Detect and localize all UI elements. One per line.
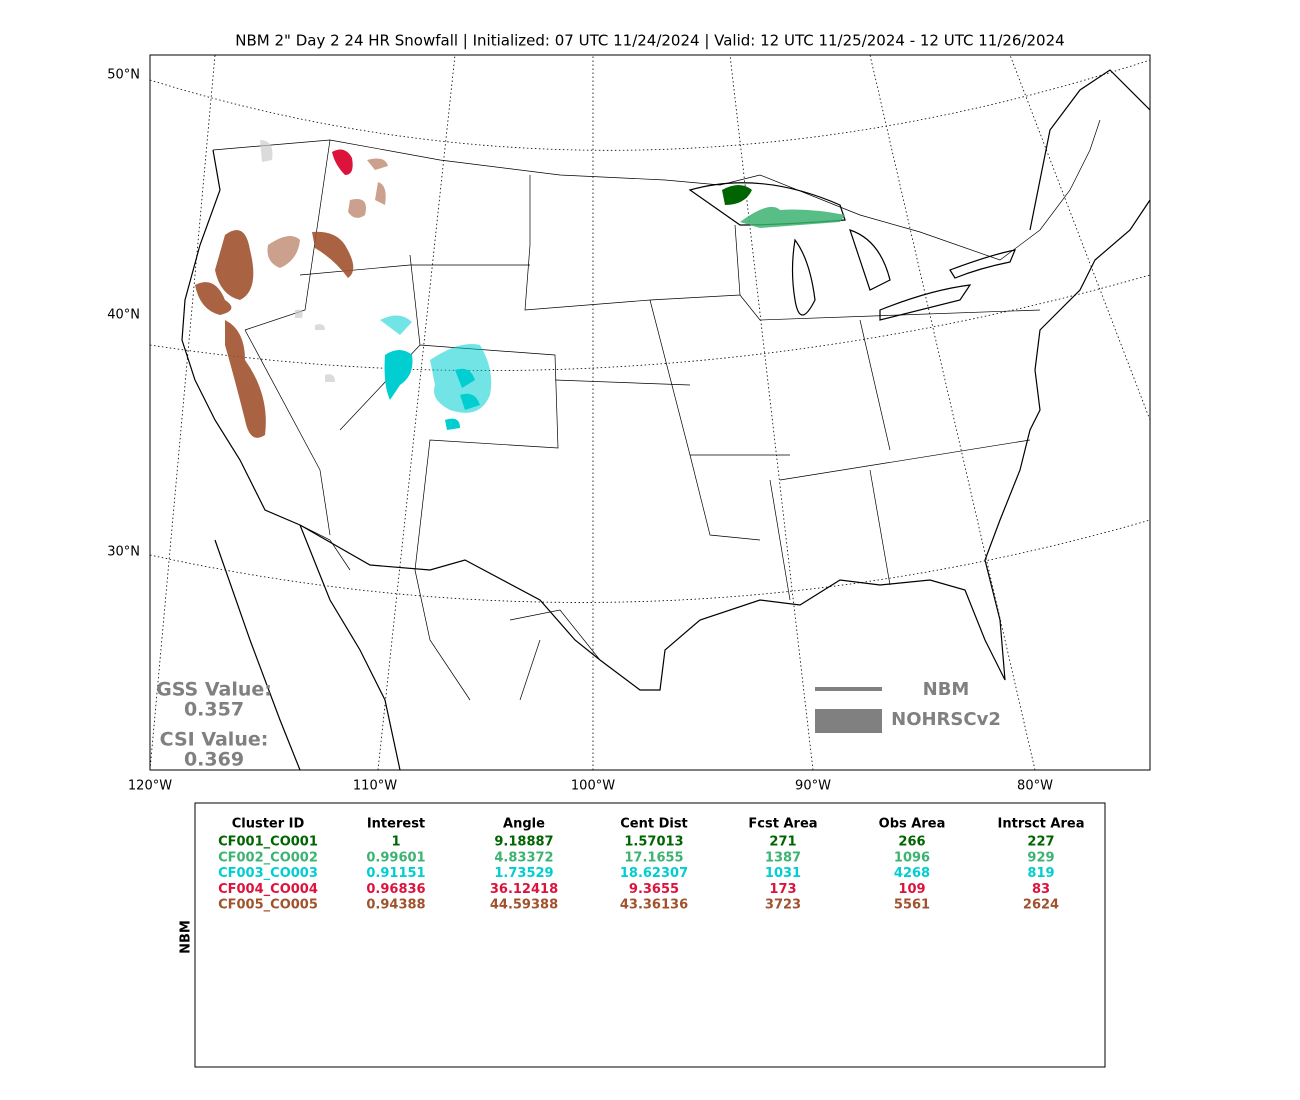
table: Cluster ID Interest Angle Cent Dist Fcst Are…: [218, 817, 1084, 913]
table-cell: 0.96836: [366, 882, 425, 897]
table-cell: 173: [769, 882, 796, 897]
table-cell: 819: [1027, 866, 1054, 881]
map-frame: [149, 54, 1151, 771]
column-header: Cluster ID: [232, 817, 305, 832]
column-header: Cent Dist: [620, 817, 688, 832]
cluster-area: [384, 350, 413, 400]
lat-labels: 50°N 40°N 30°N: [107, 68, 140, 560]
lon-label: 110°W: [353, 779, 397, 794]
table-cell: 4.83372: [494, 850, 553, 865]
table-cell: 9.3655: [629, 882, 679, 897]
table-cell: CF003_CO003: [218, 866, 318, 881]
cluster-area: [445, 368, 480, 430]
column-header: Interest: [367, 817, 425, 832]
csi-value: 0.369: [184, 749, 244, 771]
state-border: [244, 139, 1041, 601]
lon-label: 100°W: [571, 779, 615, 794]
graticule: [729, 55, 814, 770]
cluster-area: [740, 206, 845, 228]
csi-label: CSI Value:: [160, 729, 269, 751]
table-cell: 1096: [894, 850, 930, 865]
lon-label: 80°W: [1017, 779, 1053, 794]
cluster-area: [332, 149, 353, 175]
gss-value: 0.357: [184, 699, 244, 721]
graticule: [150, 274, 1150, 371]
table-cell: 3723: [765, 898, 801, 913]
cluster-area: [380, 315, 492, 413]
lake: [949, 249, 1016, 279]
lon-label: 120°W: [128, 779, 172, 794]
table-cell: CF001_CO001: [218, 835, 318, 850]
cluster-area: [267, 236, 300, 268]
table-cell: 929: [1027, 850, 1054, 865]
table-cell: 17.1655: [624, 850, 683, 865]
cluster-area: [195, 282, 232, 315]
graticule: [1009, 55, 1150, 421]
coastline: [181, 149, 1150, 691]
table-cell: 43.36136: [620, 898, 688, 913]
column-header: Angle: [503, 817, 545, 832]
stats: GSS Value: 0.357 CSI Value: 0.369: [156, 679, 272, 771]
table-cell: CF005_CO005: [218, 898, 318, 913]
table-cell: 2624: [1023, 898, 1059, 913]
cluster-area: [312, 231, 354, 278]
table-cell: 0.99601: [366, 850, 425, 865]
table-cell: 4268: [894, 866, 930, 881]
table-cell: 266: [898, 835, 925, 850]
graticule: [869, 55, 1036, 770]
column-header: Obs Area: [879, 817, 946, 832]
legend-swatch: [815, 709, 882, 733]
table-cell: 1: [391, 835, 400, 850]
table-cell: 44.59388: [490, 898, 558, 913]
legend-label: NOHRSCv2: [891, 709, 1001, 730]
table-cell: 1.73529: [494, 866, 553, 881]
column-header: Intrsct Area: [998, 817, 1085, 832]
table-side-label: NBM: [179, 920, 194, 954]
lake: [849, 229, 891, 291]
lat-label: 30°N: [107, 545, 140, 560]
lat-label: 40°N: [107, 308, 140, 323]
legend: NBM NOHRSCv2: [815, 679, 1001, 733]
table-cell: 0.91151: [366, 866, 425, 881]
lake: [791, 238, 816, 316]
table-cell: 5561: [894, 898, 930, 913]
table-cell: 18.62307: [620, 866, 688, 881]
table-cell: 271: [769, 835, 796, 850]
table-cell: CF002_CO002: [218, 850, 318, 865]
table-cell: 83: [1032, 882, 1050, 897]
lake: [879, 284, 972, 321]
graticule: [150, 519, 1150, 603]
cluster-area: [215, 230, 254, 300]
lon-label: 90°W: [795, 779, 831, 794]
table-cell: 36.12418: [490, 882, 558, 897]
table-cell: 227: [1027, 835, 1054, 850]
title: NBM 2" Day 2 24 HR Snowfall | Initialize…: [235, 32, 1064, 50]
border: [212, 119, 1101, 261]
table-cell: 1387: [765, 850, 801, 865]
table-cell: 9.18887: [494, 835, 553, 850]
table-cell: 1.57013: [624, 835, 683, 850]
graticule: [377, 55, 456, 770]
graticule: [150, 55, 216, 770]
coastline: [214, 69, 1150, 770]
map: [150, 55, 1150, 770]
lat-label: 50°N: [107, 68, 140, 83]
lon-labels: 120°W 110°W 100°W 90°W 80°W: [128, 779, 1053, 794]
graticule: [150, 59, 1150, 151]
table-frame: [194, 802, 1106, 1068]
cluster-area: [225, 320, 266, 438]
table-cell: 109: [898, 882, 925, 897]
table-cell: CF004_CO004: [218, 882, 318, 897]
table-cell: 1031: [765, 866, 801, 881]
cluster-area: [722, 185, 752, 205]
table-cell: 0.94388: [366, 898, 425, 913]
cluster-area: [348, 158, 388, 218]
border: [299, 524, 601, 701]
gss-label: GSS Value:: [156, 679, 272, 701]
legend-label: NBM: [923, 679, 970, 700]
column-header: Fcst Area: [748, 817, 817, 832]
